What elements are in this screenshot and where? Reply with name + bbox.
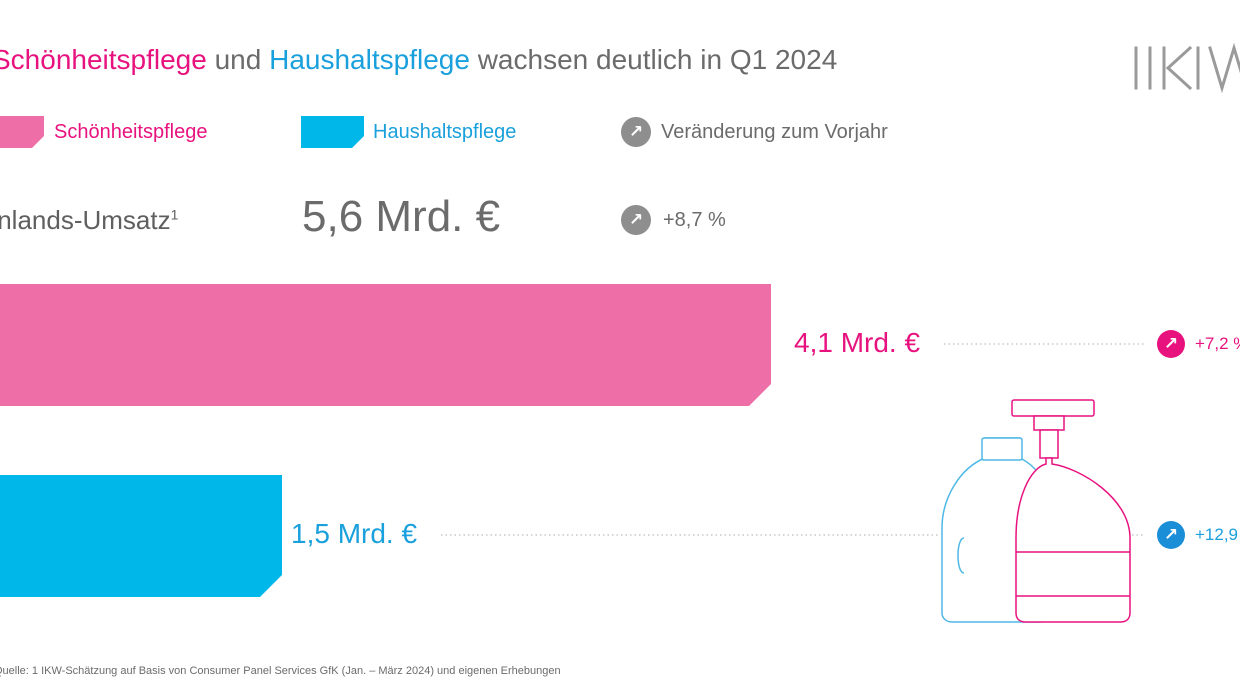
legend-label-household: Haushaltspflege [373, 120, 517, 143]
source-footnote: Quelle: 1 IKW-Schätzung auf Basis von Co… [0, 665, 561, 677]
bottles-illustration [941, 399, 1131, 623]
legend-item-beauty: Schönheitspflege [0, 116, 207, 148]
legend-swatch-household [301, 116, 364, 148]
title-rest: wachsen deutlich in Q1 2024 [469, 44, 838, 75]
arrow-up-right-icon: ↗ [621, 205, 651, 235]
value-label-household: 1,5 Mrd. € [291, 518, 418, 549]
total-value: 5,6 Mrd. € [302, 192, 501, 241]
total-change-value: +8,7 % [663, 208, 726, 231]
legend-item-household: Haushaltspflege [301, 116, 516, 148]
bar-beauty [0, 284, 771, 406]
legend-label-beauty: Schönheitspflege [54, 120, 208, 143]
ikw-logo [1134, 42, 1240, 94]
legend-item-change: ↗ Veränderung zum Vorjahr [621, 116, 888, 148]
bar-household [0, 475, 282, 597]
title-beauty: Schönheitspflege [0, 44, 207, 75]
page-title: Schönheitspflege und Haushaltspflege wac… [0, 44, 837, 76]
legend-swatch-beauty [0, 116, 44, 148]
value-label-beauty: 4,1 Mrd. € [794, 327, 921, 358]
change-value: +7,2 % [1195, 334, 1240, 353]
arrow-up-right-icon: ↗ [1157, 521, 1185, 549]
title-connector: und [206, 44, 270, 75]
title-household: Haushaltspflege [269, 44, 470, 75]
arrow-up-right-icon: ↗ [1157, 330, 1185, 358]
change-label-household: ↗ +12,9 % [1157, 521, 1240, 549]
total-label-text: Inlands-Umsatz [0, 205, 171, 235]
total-change: ↗ +8,7 % [621, 205, 726, 235]
change-value: +12,9 % [1195, 525, 1240, 544]
total-label: Inlands-Umsatz1 [0, 205, 178, 236]
arrow-up-right-icon: ↗ [621, 117, 651, 147]
legend-label-change: Veränderung zum Vorjahr [661, 120, 888, 143]
change-label-beauty: ↗ +7,2 % [1157, 330, 1240, 358]
footnote-mark: 1 [170, 206, 179, 223]
